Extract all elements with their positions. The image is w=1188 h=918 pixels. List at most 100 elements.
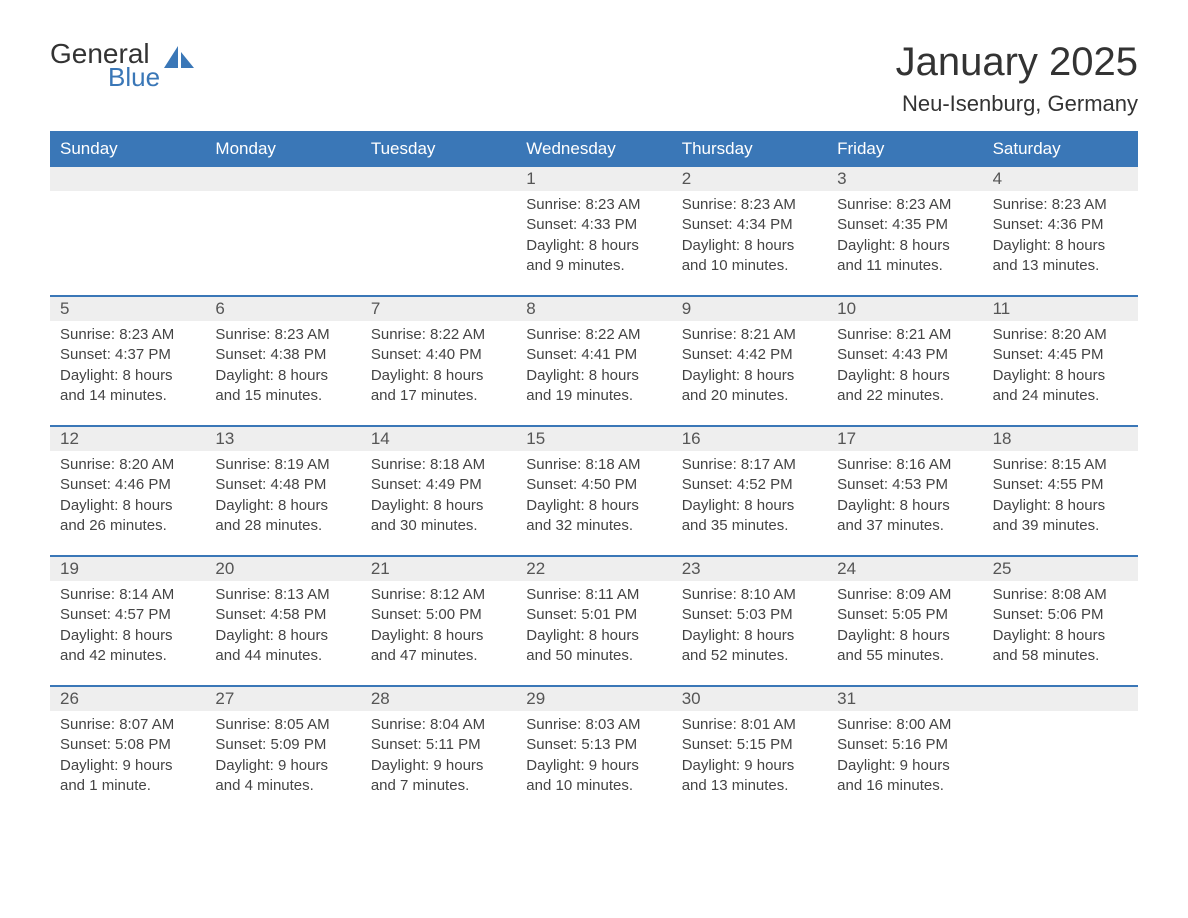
daylight-text: Daylight: 9 hours and 16 minutes. (837, 756, 972, 797)
day-content: Sunrise: 8:18 AMSunset: 4:49 PMDaylight:… (361, 451, 516, 536)
day-content: Sunrise: 8:20 AMSunset: 4:46 PMDaylight:… (50, 451, 205, 536)
day-number (205, 167, 360, 191)
sunset-text: Sunset: 4:52 PM (682, 475, 817, 495)
sunrise-text: Sunrise: 8:23 AM (682, 195, 817, 215)
calendar-day: 23Sunrise: 8:10 AMSunset: 5:03 PMDayligh… (672, 557, 827, 685)
calendar-day (361, 167, 516, 295)
sunset-text: Sunset: 4:48 PM (215, 475, 350, 495)
daylight-text: Daylight: 8 hours and 9 minutes. (526, 236, 661, 277)
sail-icon (164, 46, 194, 70)
calendar-day: 16Sunrise: 8:17 AMSunset: 4:52 PMDayligh… (672, 427, 827, 555)
day-content: Sunrise: 8:22 AMSunset: 4:40 PMDaylight:… (361, 321, 516, 406)
month-title: January 2025 (896, 40, 1138, 85)
sunrise-text: Sunrise: 8:08 AM (993, 585, 1128, 605)
daylight-text: Daylight: 8 hours and 30 minutes. (371, 496, 506, 537)
day-number: 16 (672, 427, 827, 451)
day-number: 4 (983, 167, 1138, 191)
daylight-text: Daylight: 8 hours and 22 minutes. (837, 366, 972, 407)
sunset-text: Sunset: 5:09 PM (215, 735, 350, 755)
sunrise-text: Sunrise: 8:13 AM (215, 585, 350, 605)
day-content: Sunrise: 8:13 AMSunset: 4:58 PMDaylight:… (205, 581, 360, 666)
day-content: Sunrise: 8:23 AMSunset: 4:36 PMDaylight:… (983, 191, 1138, 276)
day-number: 20 (205, 557, 360, 581)
day-number: 25 (983, 557, 1138, 581)
daylight-text: Daylight: 8 hours and 26 minutes. (60, 496, 195, 537)
day-header-sunday: Sunday (50, 131, 205, 167)
day-number: 18 (983, 427, 1138, 451)
day-header-thursday: Thursday (672, 131, 827, 167)
calendar-day: 24 Sunrise: 8:09 AMSunset: 5:05 PMDayligh… (827, 557, 982, 685)
calendar-day: 21Sunrise: 8:12 AMSunset: 5:00 PMDayligh… (361, 557, 516, 685)
day-content: Sunrise: 8:14 AMSunset: 4:57 PMDaylight:… (50, 581, 205, 666)
sunrise-text: Sunrise: 8:16 AM (837, 455, 972, 475)
day-number: 17 (827, 427, 982, 451)
sunrise-text: Sunrise: 8:14 AM (60, 585, 195, 605)
day-number: 13 (205, 427, 360, 451)
day-number (361, 167, 516, 191)
sunrise-text: Sunrise: 8:22 AM (371, 325, 506, 345)
daylight-text: Daylight: 8 hours and 44 minutes. (215, 626, 350, 667)
day-content: Sunrise: 8:00 AMSunset: 5:16 PMDaylight:… (827, 711, 982, 796)
sunset-text: Sunset: 5:16 PM (837, 735, 972, 755)
daylight-text: Daylight: 8 hours and 55 minutes. (837, 626, 972, 667)
sunset-text: Sunset: 5:01 PM (526, 605, 661, 625)
sunset-text: Sunset: 4:57 PM (60, 605, 195, 625)
day-content: Sunrise: 8:07 AMSunset: 5:08 PMDaylight:… (50, 711, 205, 796)
sunrise-text: Sunrise: 8:00 AM (837, 715, 972, 735)
daylight-text: Daylight: 8 hours and 28 minutes. (215, 496, 350, 537)
calendar-day: 10Sunrise: 8:21 AMSunset: 4:43 PMDayligh… (827, 297, 982, 425)
day-number: 7 (361, 297, 516, 321)
sunset-text: Sunset: 5:11 PM (371, 735, 506, 755)
sunset-text: Sunset: 5:13 PM (526, 735, 661, 755)
daylight-text: Daylight: 8 hours and 39 minutes. (993, 496, 1128, 537)
day-number (983, 687, 1138, 711)
calendar-day: 25Sunrise: 8:08 AMSunset: 5:06 PMDayligh… (983, 557, 1138, 685)
sunrise-text: Sunrise: 8:09 AM (837, 585, 972, 605)
day-content: Sunrise: 8:19 AMSunset: 4:48 PMDaylight:… (205, 451, 360, 536)
calendar-day: 6Sunrise: 8:23 AMSunset: 4:38 PMDaylight… (205, 297, 360, 425)
day-content: Sunrise: 8:23 AMSunset: 4:38 PMDaylight:… (205, 321, 360, 406)
calendar-day (983, 687, 1138, 815)
brand-logo: General Blue (50, 40, 194, 90)
sunset-text: Sunset: 4:49 PM (371, 475, 506, 495)
brand-blue: Blue (108, 64, 160, 90)
day-content: Sunrise: 8:01 AMSunset: 5:15 PMDaylight:… (672, 711, 827, 796)
day-number: 24 (827, 557, 982, 581)
daylight-text: Daylight: 8 hours and 19 minutes. (526, 366, 661, 407)
day-header-saturday: Saturday (983, 131, 1138, 167)
day-number: 29 (516, 687, 671, 711)
sunset-text: Sunset: 4:36 PM (993, 215, 1128, 235)
sunset-text: Sunset: 4:45 PM (993, 345, 1128, 365)
calendar-day: 3Sunrise: 8:23 AMSunset: 4:35 PMDaylight… (827, 167, 982, 295)
sunset-text: Sunset: 5:06 PM (993, 605, 1128, 625)
calendar-week: 19Sunrise: 8:14 AMSunset: 4:57 PMDayligh… (50, 555, 1138, 685)
day-content: Sunrise: 8:12 AMSunset: 5:00 PMDaylight:… (361, 581, 516, 666)
calendar-day: 27Sunrise: 8:05 AMSunset: 5:09 PMDayligh… (205, 687, 360, 815)
daylight-text: Daylight: 8 hours and 20 minutes. (682, 366, 817, 407)
daylight-text: Daylight: 9 hours and 13 minutes. (682, 756, 817, 797)
day-content: Sunrise: 8:10 AMSunset: 5:03 PMDaylight:… (672, 581, 827, 666)
sunrise-text: Sunrise: 8:20 AM (993, 325, 1128, 345)
calendar-day: 18Sunrise: 8:15 AMSunset: 4:55 PMDayligh… (983, 427, 1138, 555)
sunrise-text: Sunrise: 8:23 AM (993, 195, 1128, 215)
sunset-text: Sunset: 4:33 PM (526, 215, 661, 235)
day-number: 1 (516, 167, 671, 191)
sunset-text: Sunset: 4:42 PM (682, 345, 817, 365)
day-content: Sunrise: 8:16 AMSunset: 4:53 PMDaylight:… (827, 451, 982, 536)
day-number: 23 (672, 557, 827, 581)
sunset-text: Sunset: 4:41 PM (526, 345, 661, 365)
day-number: 21 (361, 557, 516, 581)
day-number: 31 (827, 687, 982, 711)
page-header: General Blue January 2025 Neu-Isenburg, … (50, 40, 1138, 117)
day-content: Sunrise: 8:17 AMSunset: 4:52 PMDaylight:… (672, 451, 827, 536)
calendar-day: 1Sunrise: 8:23 AMSunset: 4:33 PMDaylight… (516, 167, 671, 295)
calendar-day: 31Sunrise: 8:00 AMSunset: 5:16 PMDayligh… (827, 687, 982, 815)
sunset-text: Sunset: 5:05 PM (837, 605, 972, 625)
sunset-text: Sunset: 4:53 PM (837, 475, 972, 495)
sunrise-text: Sunrise: 8:19 AM (215, 455, 350, 475)
daylight-text: Daylight: 8 hours and 32 minutes. (526, 496, 661, 537)
daylight-text: Daylight: 9 hours and 1 minute. (60, 756, 195, 797)
day-number: 12 (50, 427, 205, 451)
sunrise-text: Sunrise: 8:23 AM (837, 195, 972, 215)
calendar-week: 12Sunrise: 8:20 AMSunset: 4:46 PMDayligh… (50, 425, 1138, 555)
